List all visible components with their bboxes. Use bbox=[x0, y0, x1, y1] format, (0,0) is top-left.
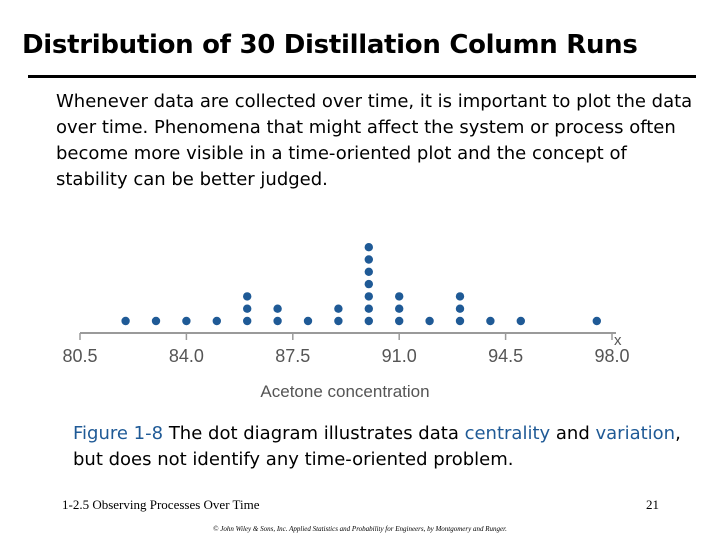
x-axis: 80.5 84.0 87.5 91.0 94.5 98.0 bbox=[62, 332, 630, 366]
data-dot bbox=[243, 292, 252, 301]
data-dots bbox=[121, 243, 601, 326]
data-dot bbox=[364, 279, 373, 289]
dot-diagram: 80.5 84.0 87.5 91.0 94.5 98.0 Acetone concent… bbox=[62, 243, 630, 401]
data-dot bbox=[364, 316, 373, 326]
data-dot bbox=[364, 255, 373, 264]
data-dot bbox=[273, 316, 282, 326]
data-dot bbox=[243, 316, 252, 326]
caption-word-variation: variation bbox=[595, 423, 676, 444]
x-tick-label: 87.5 bbox=[275, 346, 310, 366]
x-tick-label: 80.5 bbox=[62, 346, 97, 366]
slide-title: Distribution of 30 Distillation Column R… bbox=[22, 30, 638, 60]
title-underline bbox=[28, 75, 696, 78]
data-dot bbox=[455, 292, 465, 301]
x-tick-label: 84.0 bbox=[169, 346, 204, 366]
data-dot bbox=[334, 316, 343, 326]
page-number: 21 bbox=[646, 497, 659, 512]
data-dot bbox=[395, 316, 404, 326]
data-dot bbox=[425, 316, 434, 326]
body-paragraph: Whenever data are collected over time, i… bbox=[56, 91, 693, 190]
data-dot bbox=[364, 267, 373, 276]
data-dot bbox=[592, 316, 601, 326]
figure-label: Figure 1-8 bbox=[73, 423, 164, 444]
data-dot bbox=[364, 243, 373, 252]
figure-caption: Figure 1-8 The dot diagram illustrates d… bbox=[73, 421, 693, 473]
data-dot bbox=[516, 316, 525, 326]
caption-text-3: , but does not identify any time-oriente… bbox=[73, 423, 681, 470]
caption-text-1: The dot diagram illustrates data bbox=[163, 423, 465, 444]
x-axis-end-label: x bbox=[614, 332, 622, 349]
data-dot bbox=[212, 316, 221, 326]
data-dot bbox=[151, 316, 161, 326]
data-dot bbox=[455, 304, 465, 313]
caption-word-centrality: centrality bbox=[464, 423, 551, 444]
data-dot bbox=[121, 316, 130, 326]
x-tick-label: 94.5 bbox=[488, 346, 523, 366]
data-dot bbox=[455, 316, 465, 326]
data-dot bbox=[364, 304, 373, 313]
data-dot bbox=[395, 292, 404, 301]
caption-text-2: and bbox=[550, 423, 596, 444]
data-dot bbox=[243, 304, 252, 313]
data-dot bbox=[273, 304, 282, 313]
data-dot bbox=[182, 316, 191, 326]
data-dot bbox=[303, 316, 313, 326]
data-dot bbox=[364, 292, 373, 301]
data-dot bbox=[334, 304, 343, 313]
copyright-notice: © John Wiley & Sons, Inc. Applied Statis… bbox=[213, 525, 507, 533]
data-dot bbox=[395, 304, 404, 313]
x-axis-label: Acetone concentration bbox=[260, 382, 429, 401]
data-dot bbox=[486, 316, 495, 326]
x-tick-label: 91.0 bbox=[382, 346, 417, 366]
footer-section: 1-2.5 Observing Processes Over Time bbox=[62, 497, 260, 512]
x-tick-label: 98.0 bbox=[594, 346, 629, 366]
